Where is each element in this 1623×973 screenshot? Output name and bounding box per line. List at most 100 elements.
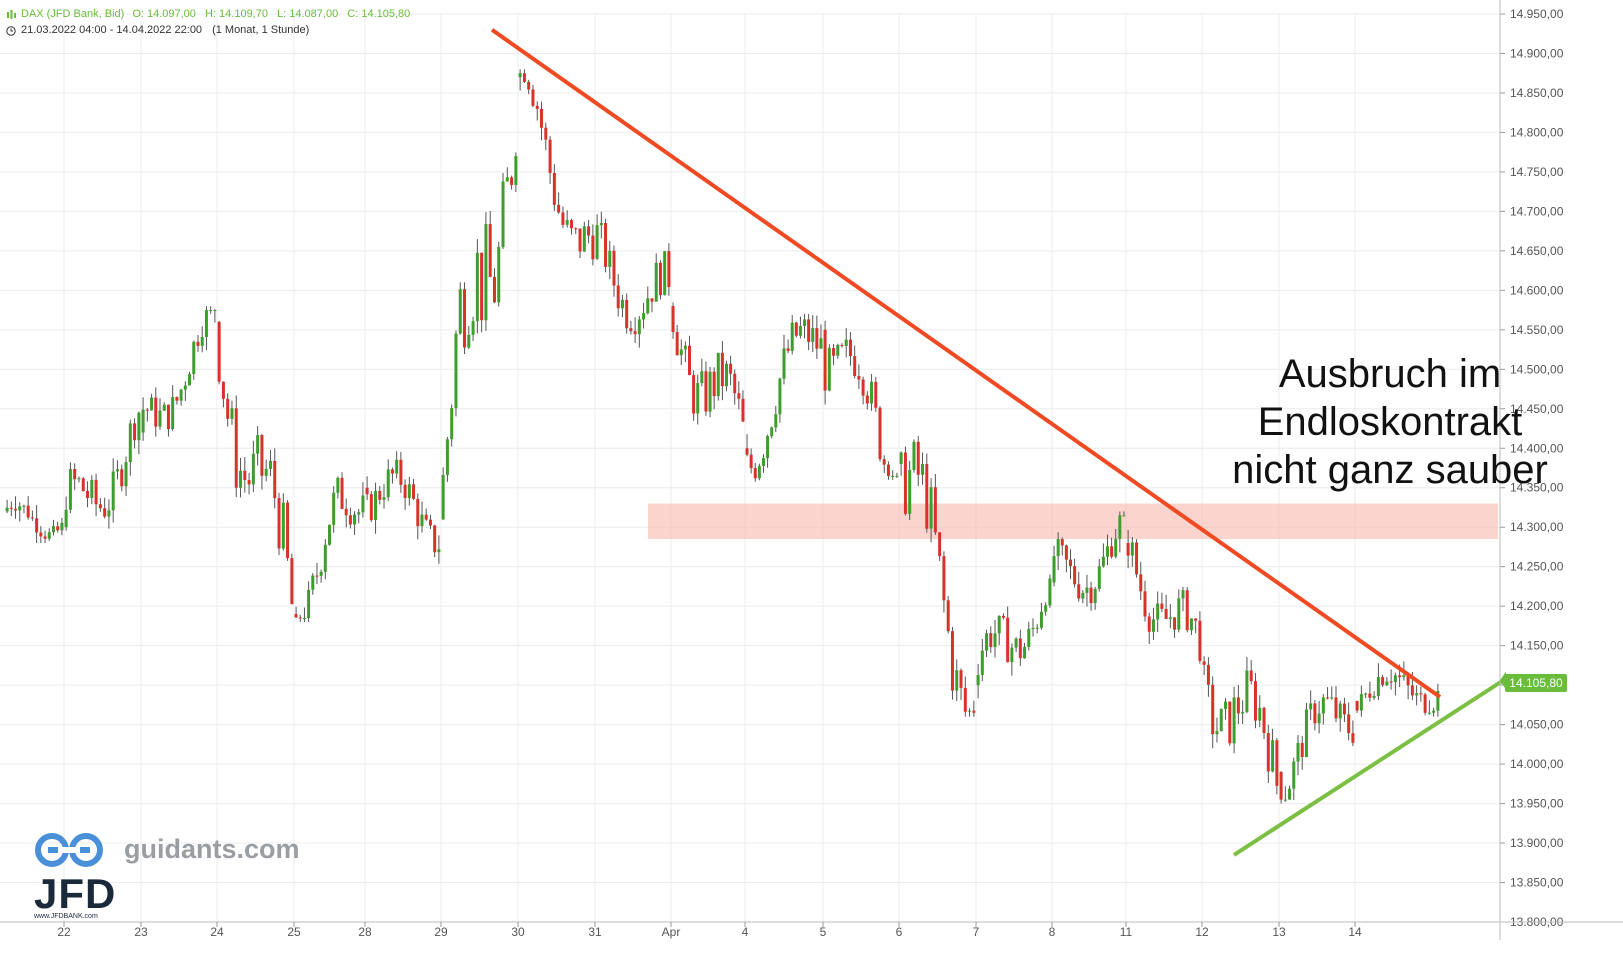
candle-down [492, 276, 496, 303]
close-value: C: 14.105,80 [347, 8, 411, 20]
candle-up [1122, 515, 1126, 517]
candle-up [663, 251, 667, 296]
candle-down [86, 490, 90, 498]
candle-up [323, 544, 327, 572]
candle-down [712, 371, 716, 397]
candle-down [412, 484, 416, 499]
y-tick-label: 13.900,00 [1510, 836, 1564, 850]
candle-down [989, 633, 993, 648]
candle-up [77, 478, 81, 480]
candle-up [1338, 703, 1342, 719]
candle-down [94, 479, 98, 505]
candle-up [1292, 761, 1296, 789]
x-tick-label: 11 [1120, 925, 1133, 939]
symbol-name: DAX (JFD Bank, Bid) [21, 8, 125, 20]
candle-up [819, 338, 823, 349]
candle-up [1427, 712, 1431, 714]
candle-down [1406, 675, 1410, 686]
brand-domain: guidants.com [124, 834, 300, 864]
candle-up [445, 439, 449, 475]
candle-up [251, 453, 255, 485]
candle-up [836, 344, 840, 356]
candle-down [365, 487, 369, 495]
candle-down [175, 397, 179, 401]
candle-down [587, 226, 591, 236]
y-tick-label: 14.850,00 [1510, 86, 1564, 100]
candle-up [1317, 713, 1321, 724]
candle-down [488, 224, 492, 277]
candle-up [1215, 731, 1219, 735]
candle-down [1236, 697, 1240, 714]
candle-up [798, 325, 802, 336]
candle-up [183, 385, 187, 390]
candle-up [281, 502, 285, 549]
date-range: 21.03.2022 04:00 - 14.04.2022 22:00 [21, 24, 203, 36]
candle-down [243, 470, 247, 481]
x-tick-label: 28 [358, 925, 372, 939]
candle-up [620, 299, 624, 309]
candle-up [454, 333, 458, 409]
candle-up [761, 458, 765, 466]
candle-down [1419, 693, 1423, 695]
candle-down [1064, 545, 1068, 560]
candle-up [895, 475, 899, 477]
candle-down [226, 398, 230, 419]
candle-up [757, 465, 761, 479]
candle-up [374, 491, 378, 521]
candle-up [353, 514, 357, 525]
candle-up [1321, 697, 1325, 714]
candle-up [467, 334, 471, 348]
candle-up [475, 252, 479, 322]
candle-down [1262, 707, 1266, 734]
candle-down [916, 441, 920, 475]
candle-down [737, 393, 741, 399]
price-zone [648, 503, 1498, 540]
candle-up [1031, 627, 1035, 629]
candle-up [124, 462, 128, 487]
candle-up [128, 423, 132, 463]
candle-up [514, 156, 518, 185]
candle-up [654, 262, 658, 302]
x-tick-label: 22 [57, 925, 71, 939]
candle-up [1402, 675, 1406, 678]
candle-down [1347, 714, 1351, 734]
candle-up [328, 524, 331, 545]
x-tick-label: 7 [973, 925, 980, 939]
candle-down [81, 478, 85, 491]
candle-down [650, 298, 654, 302]
candle-up [1048, 578, 1052, 606]
current-price-tag: 14.105,80 [1505, 674, 1567, 692]
candle-up [929, 487, 933, 529]
y-tick-label: 14.600,00 [1510, 283, 1564, 297]
candle-down [1089, 587, 1093, 604]
candle-down [1164, 608, 1168, 619]
candle-up [22, 505, 26, 507]
candle-down [294, 614, 298, 618]
candle-up [18, 506, 22, 511]
candle-up [264, 468, 268, 476]
candle-up [179, 389, 183, 401]
candle-up [1309, 703, 1313, 710]
candle-up [471, 321, 475, 335]
candle-down [1206, 664, 1210, 685]
candle-down [1381, 677, 1385, 686]
candle-up [311, 575, 315, 590]
candle-down [340, 477, 344, 509]
x-tick-label: Apr [662, 925, 681, 939]
candle-down [166, 404, 170, 430]
candle-down [424, 514, 428, 520]
x-tick-label: 13 [1272, 925, 1286, 939]
candle-down [1275, 740, 1279, 786]
candle-down [886, 464, 890, 476]
candle-up [150, 397, 154, 411]
candle-down [903, 452, 907, 514]
y-tick-label: 14.900,00 [1510, 46, 1564, 60]
candle-up [700, 371, 704, 383]
candle-up [770, 427, 774, 437]
candle-up [1056, 539, 1060, 557]
candle-up [111, 471, 115, 511]
x-tick-label: 25 [287, 925, 301, 939]
x-tick-label: 6 [896, 925, 903, 939]
candle-down [348, 515, 352, 525]
